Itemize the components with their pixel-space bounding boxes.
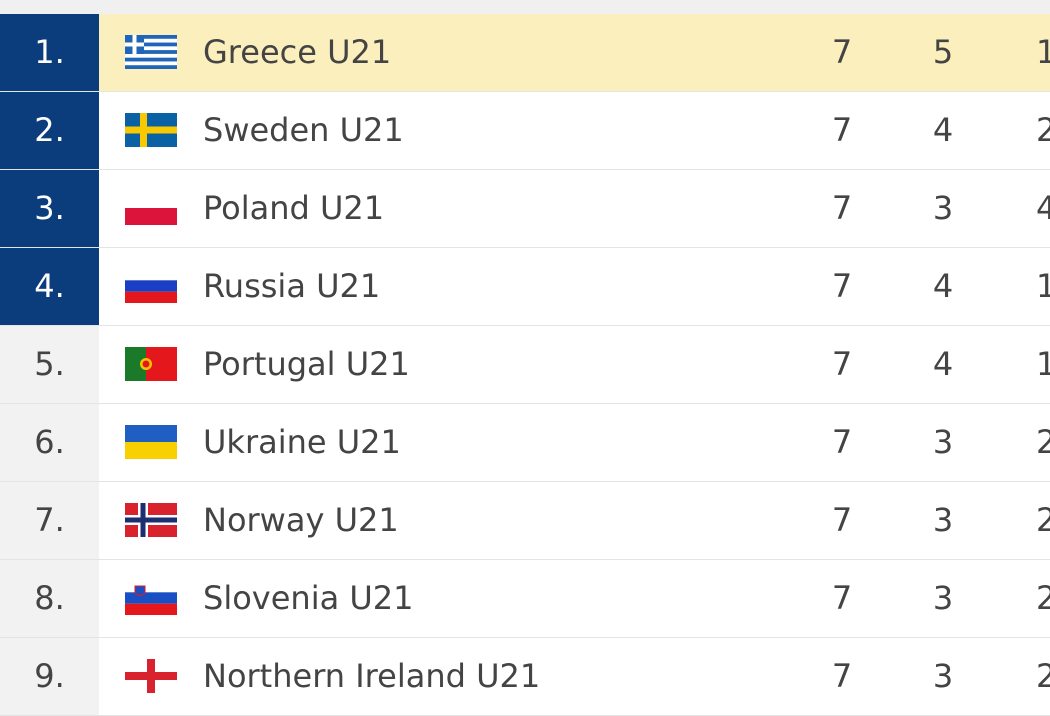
- team-name: Ukraine U21: [203, 423, 401, 461]
- table-row: 5. Portugal U21 7 4 1: [0, 326, 1050, 404]
- played: 7: [831, 657, 853, 695]
- drawn: 2: [1036, 657, 1050, 695]
- drawn: 2: [1036, 501, 1050, 539]
- played: 7: [831, 33, 853, 71]
- won: 4: [932, 267, 954, 305]
- table-row: 4. Russia U21 7 4 1: [0, 248, 1050, 326]
- table-row: 9. Northern Ireland U21 7 3 2: [0, 638, 1050, 716]
- won: 4: [932, 111, 954, 149]
- drawn: 1: [1036, 33, 1050, 71]
- won: 3: [932, 579, 954, 617]
- page: {"rows": [ {"rank": "1.", "team": "Greec…: [0, 14, 1050, 716]
- table-row: 7. Norway U21 7 3 2: [0, 482, 1050, 560]
- flag: [125, 581, 177, 615]
- won: 3: [932, 189, 954, 227]
- table-row: 3. Poland U21 7 3 4: [0, 170, 1050, 248]
- drawn: 2: [1036, 423, 1050, 461]
- won: 3: [932, 423, 954, 461]
- rank: 8.: [0, 560, 99, 637]
- flag: [125, 113, 177, 147]
- drawn: 2: [1036, 579, 1050, 617]
- rank: 9.: [0, 638, 99, 715]
- rank: 5.: [0, 326, 99, 403]
- flag: [125, 425, 177, 459]
- flag: [125, 35, 177, 69]
- rank: 4.: [0, 248, 99, 325]
- flag: [125, 503, 177, 537]
- played: 7: [831, 423, 853, 461]
- table-row: 6. Ukraine U21 7 3 2: [0, 404, 1050, 482]
- rank: 3.: [0, 170, 99, 247]
- drawn: 2: [1036, 111, 1050, 149]
- flag: [125, 659, 177, 693]
- team-name: Norway U21: [203, 501, 399, 539]
- drawn: 1: [1036, 345, 1050, 383]
- won: 3: [932, 657, 954, 695]
- team-name: Northern Ireland U21: [203, 657, 541, 695]
- flag: [125, 191, 177, 225]
- rank: 7.: [0, 482, 99, 559]
- drawn: 4: [1036, 189, 1050, 227]
- played: 7: [831, 267, 853, 305]
- team-name: Sweden U21: [203, 111, 404, 149]
- rank: 1.: [0, 14, 99, 91]
- rank: 6.: [0, 404, 99, 481]
- played: 7: [831, 111, 853, 149]
- won: 3: [932, 501, 954, 539]
- played: 7: [831, 345, 853, 383]
- table-row: 1. Greece U21 7 5 1: [0, 14, 1050, 92]
- table-row: 2. Sweden U21 7 4 2: [0, 92, 1050, 170]
- played: 7: [831, 189, 853, 227]
- drawn: 1: [1036, 267, 1050, 305]
- team-name: Greece U21: [203, 33, 392, 71]
- team-name: Portugal U21: [203, 345, 410, 383]
- rank: 2.: [0, 92, 99, 169]
- played: 7: [831, 501, 853, 539]
- team-name: Russia U21: [203, 267, 381, 305]
- won: 5: [932, 33, 954, 71]
- won: 4: [932, 345, 954, 383]
- team-name: Slovenia U21: [203, 579, 414, 617]
- standings-table: 1. Greece U21 7 5 1 2. Sweden U21 7 4 2 3. Poland U…: [0, 14, 1050, 716]
- flag: [125, 347, 177, 381]
- table-row: 8. Slovenia U21 7 3 2: [0, 560, 1050, 638]
- flag: [125, 269, 177, 303]
- played: 7: [831, 579, 853, 617]
- team-name: Poland U21: [203, 189, 385, 227]
